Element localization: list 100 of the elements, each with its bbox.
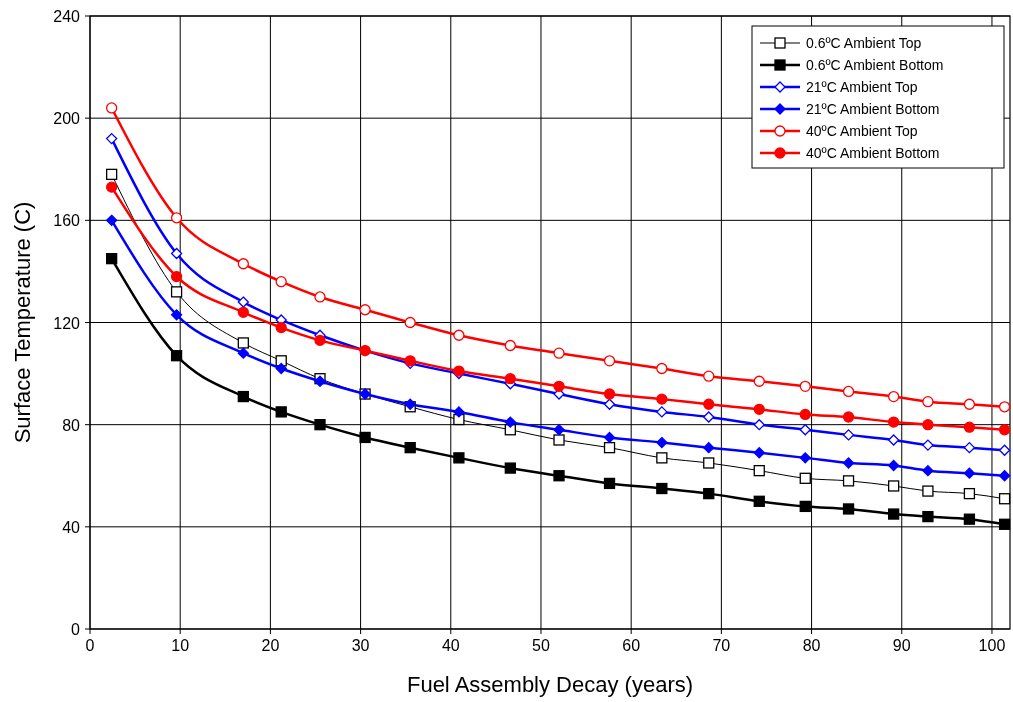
legend-label: 21ºC Ambient Bottom	[806, 101, 940, 117]
point	[998, 518, 1011, 530]
point	[453, 452, 465, 464]
point	[922, 485, 934, 497]
point	[275, 321, 287, 334]
legend-label: 40ºC Ambient Bottom	[806, 145, 940, 161]
x-tick-label: 20	[261, 637, 280, 654]
point	[888, 508, 900, 520]
legend-label: 0.6ºC Ambient Top	[806, 35, 922, 51]
y-tick-label: 120	[53, 314, 81, 332]
point	[170, 350, 183, 362]
point	[553, 470, 565, 482]
point	[963, 442, 976, 454]
x-tick-label: 90	[892, 637, 911, 654]
point	[237, 296, 249, 308]
y-tick-label: 80	[62, 416, 81, 434]
point	[504, 416, 516, 428]
x-tick-label: 80	[802, 637, 821, 654]
x-tick-label: 70	[712, 637, 731, 654]
point	[603, 442, 616, 454]
point	[237, 258, 249, 270]
point	[170, 309, 183, 321]
point	[237, 337, 249, 349]
point	[753, 495, 765, 507]
point	[998, 401, 1011, 413]
point	[888, 390, 900, 403]
point	[106, 168, 118, 181]
x-tick-label: 50	[532, 637, 550, 654]
point	[656, 452, 668, 464]
point	[799, 472, 811, 484]
point	[453, 329, 465, 341]
point	[799, 408, 811, 421]
point	[922, 464, 934, 477]
y-tick-label: 0	[71, 621, 81, 638]
x-axis-title: Fuel Assembly Decay (years)	[406, 672, 694, 697]
point	[404, 442, 416, 454]
point	[237, 390, 249, 403]
point	[799, 500, 811, 513]
point	[753, 447, 765, 459]
point	[703, 457, 715, 469]
point	[275, 362, 287, 375]
point	[170, 270, 183, 283]
point	[703, 487, 715, 500]
point	[963, 467, 976, 479]
point	[842, 475, 855, 487]
point	[703, 370, 715, 382]
point	[753, 464, 765, 477]
point	[998, 444, 1011, 456]
point	[359, 431, 371, 444]
point	[603, 388, 616, 400]
point	[922, 439, 934, 451]
x-tick-label: 30	[351, 637, 370, 654]
point	[106, 102, 118, 114]
legend-label: 40ºC Ambient Top	[806, 123, 918, 139]
x-tick-label: 40	[441, 637, 460, 654]
point	[842, 457, 855, 469]
y-tick-label: 160	[53, 212, 81, 230]
point	[275, 275, 287, 288]
point	[842, 385, 855, 398]
point	[799, 380, 811, 392]
point	[553, 434, 565, 446]
point	[359, 304, 371, 316]
y-tick-label: 240	[53, 8, 81, 25]
point	[453, 413, 465, 426]
point	[753, 403, 765, 415]
point	[656, 362, 668, 375]
point	[922, 396, 934, 408]
point	[963, 398, 976, 410]
point	[106, 253, 118, 265]
point	[998, 470, 1011, 482]
point	[314, 419, 326, 431]
point	[998, 424, 1011, 436]
point	[998, 493, 1011, 505]
point	[963, 513, 976, 525]
point	[703, 442, 715, 454]
y-tick-label: 200	[53, 110, 81, 128]
point	[314, 291, 326, 303]
point	[275, 406, 287, 418]
point	[170, 212, 183, 224]
point	[603, 431, 616, 444]
point	[922, 510, 934, 523]
point	[842, 411, 855, 423]
point	[963, 421, 976, 433]
point	[703, 398, 715, 410]
point	[170, 247, 183, 260]
point	[504, 339, 516, 352]
point	[799, 452, 811, 464]
point	[553, 347, 565, 359]
legend-label: 0.6ºC Ambient Bottom	[806, 57, 944, 73]
point	[888, 459, 900, 472]
point	[504, 462, 516, 474]
point	[842, 429, 855, 441]
point	[106, 132, 118, 145]
point	[170, 286, 183, 298]
point	[888, 480, 900, 492]
point	[753, 419, 765, 431]
point	[656, 393, 668, 405]
legend-label: 21ºC Ambient Top	[806, 79, 918, 95]
point	[656, 436, 668, 449]
point	[106, 214, 118, 226]
